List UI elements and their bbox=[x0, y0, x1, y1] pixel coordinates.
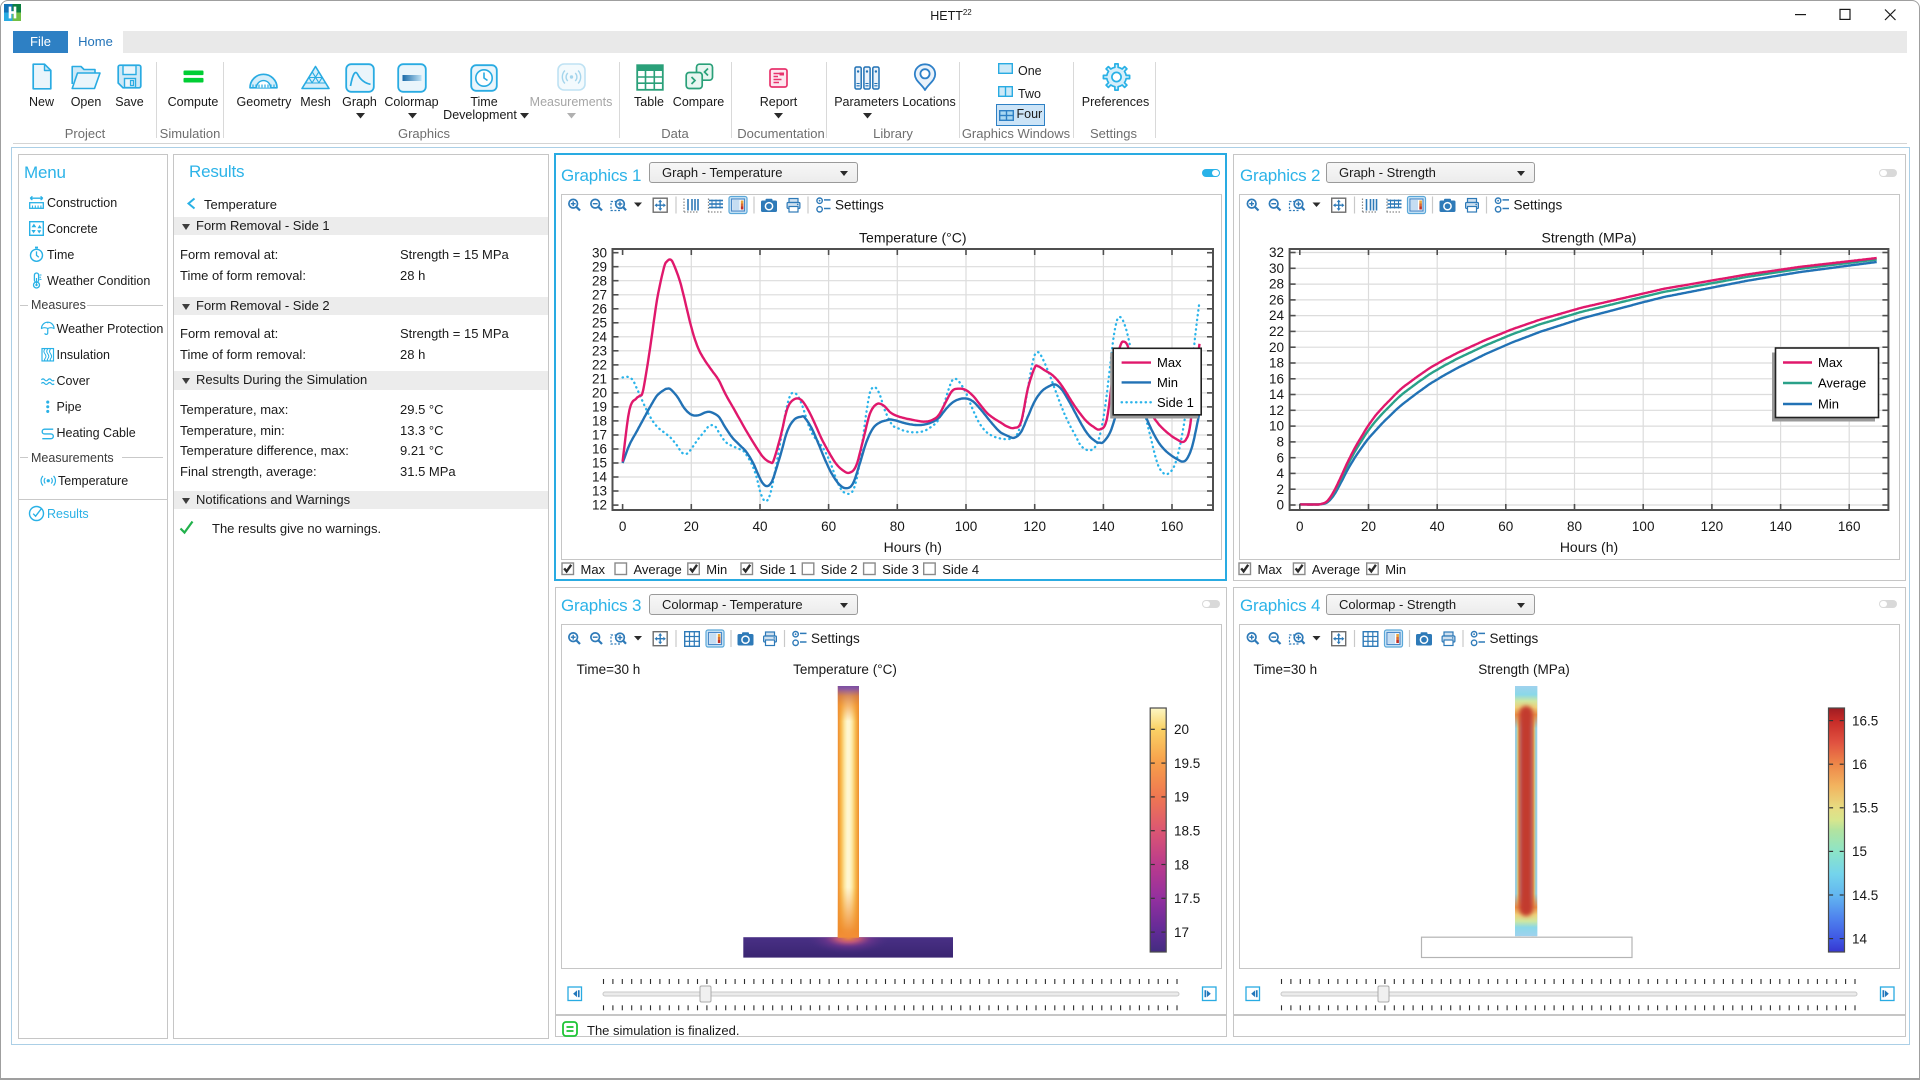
svg-text:2: 2 bbox=[1276, 482, 1284, 497]
svg-text:19.5: 19.5 bbox=[1174, 756, 1200, 771]
svg-text:40: 40 bbox=[752, 519, 767, 534]
svg-text:16.5: 16.5 bbox=[1852, 713, 1878, 728]
svg-text:Max: Max bbox=[1157, 355, 1182, 370]
svg-text:30: 30 bbox=[1269, 261, 1284, 276]
svg-text:Temperature (°C): Temperature (°C) bbox=[793, 662, 897, 677]
svg-text:Side 3: Side 3 bbox=[882, 562, 919, 577]
svg-text:Settings: Settings bbox=[835, 198, 884, 213]
svg-text:Max: Max bbox=[581, 562, 606, 577]
svg-text:140: 140 bbox=[1092, 519, 1115, 534]
svg-text:Strength (MPa): Strength (MPa) bbox=[1542, 230, 1637, 246]
svg-text:27: 27 bbox=[592, 287, 607, 302]
svg-text:Side 1: Side 1 bbox=[1157, 395, 1194, 410]
svg-text:Max: Max bbox=[1258, 562, 1283, 577]
svg-text:12: 12 bbox=[1269, 403, 1284, 418]
svg-text:24: 24 bbox=[1269, 308, 1285, 323]
svg-text:20: 20 bbox=[592, 386, 607, 401]
svg-text:16: 16 bbox=[1852, 757, 1867, 772]
svg-text:17: 17 bbox=[592, 428, 607, 443]
svg-text:23: 23 bbox=[592, 343, 607, 358]
svg-text:100: 100 bbox=[955, 519, 978, 534]
svg-text:14: 14 bbox=[1269, 387, 1285, 402]
svg-text:60: 60 bbox=[821, 519, 836, 534]
svg-text:26: 26 bbox=[1269, 293, 1284, 308]
svg-text:10: 10 bbox=[1269, 419, 1284, 434]
svg-text:120: 120 bbox=[1023, 519, 1046, 534]
svg-text:22: 22 bbox=[1269, 324, 1284, 339]
svg-text:25: 25 bbox=[592, 315, 607, 330]
svg-text:6: 6 bbox=[1276, 450, 1284, 465]
svg-text:0: 0 bbox=[1276, 498, 1284, 513]
svg-text:Time=30 h: Time=30 h bbox=[577, 662, 641, 677]
svg-text:20: 20 bbox=[684, 519, 699, 534]
svg-text:80: 80 bbox=[1567, 519, 1582, 534]
svg-text:18.5: 18.5 bbox=[1174, 824, 1200, 839]
svg-text:Side 1: Side 1 bbox=[760, 562, 797, 577]
svg-text:Max: Max bbox=[1818, 355, 1843, 370]
svg-text:60: 60 bbox=[1498, 519, 1513, 534]
svg-text:Time=30 h: Time=30 h bbox=[1254, 662, 1318, 677]
svg-text:Strength (MPa): Strength (MPa) bbox=[1478, 662, 1570, 677]
svg-text:Hours (h): Hours (h) bbox=[1560, 539, 1618, 555]
svg-text:20: 20 bbox=[1174, 722, 1189, 737]
svg-text:13: 13 bbox=[592, 484, 607, 499]
svg-text:Settings: Settings bbox=[1514, 198, 1563, 213]
svg-text:120: 120 bbox=[1701, 519, 1724, 534]
svg-text:Min: Min bbox=[706, 562, 727, 577]
svg-text:140: 140 bbox=[1769, 519, 1792, 534]
svg-text:15: 15 bbox=[592, 456, 607, 471]
svg-text:17.5: 17.5 bbox=[1174, 891, 1200, 906]
svg-text:4: 4 bbox=[1276, 466, 1284, 481]
svg-text:0: 0 bbox=[1296, 519, 1304, 534]
svg-text:16: 16 bbox=[592, 442, 607, 457]
svg-text:26: 26 bbox=[592, 301, 607, 316]
svg-text:12: 12 bbox=[592, 498, 607, 513]
svg-text:160: 160 bbox=[1161, 519, 1184, 534]
svg-text:28: 28 bbox=[592, 273, 607, 288]
svg-text:Settings: Settings bbox=[1490, 631, 1539, 646]
svg-text:21: 21 bbox=[592, 372, 607, 387]
svg-text:Settings: Settings bbox=[811, 631, 860, 646]
svg-text:20: 20 bbox=[1361, 519, 1376, 534]
svg-text:Min: Min bbox=[1385, 562, 1406, 577]
svg-text:19: 19 bbox=[592, 400, 607, 415]
svg-text:Hours (h): Hours (h) bbox=[884, 539, 942, 555]
svg-text:17: 17 bbox=[1174, 925, 1189, 940]
svg-text:14.5: 14.5 bbox=[1852, 888, 1878, 903]
svg-text:32: 32 bbox=[1269, 245, 1284, 260]
svg-text:18: 18 bbox=[1174, 857, 1189, 872]
svg-text:18: 18 bbox=[1269, 356, 1284, 371]
svg-text:Side 2: Side 2 bbox=[821, 562, 858, 577]
svg-text:Average: Average bbox=[1312, 562, 1360, 577]
svg-text:Min: Min bbox=[1157, 375, 1178, 390]
svg-text:0: 0 bbox=[619, 519, 627, 534]
svg-text:19: 19 bbox=[1174, 790, 1189, 805]
svg-text:30: 30 bbox=[592, 245, 607, 260]
svg-text:24: 24 bbox=[592, 329, 608, 344]
svg-text:Average: Average bbox=[1818, 376, 1866, 391]
svg-text:8: 8 bbox=[1276, 435, 1284, 450]
svg-text:Side 4: Side 4 bbox=[942, 562, 979, 577]
svg-text:14: 14 bbox=[592, 470, 608, 485]
svg-text:29: 29 bbox=[592, 259, 607, 274]
svg-text:16: 16 bbox=[1269, 371, 1284, 386]
svg-text:Temperature (°C): Temperature (°C) bbox=[859, 230, 967, 246]
svg-text:40: 40 bbox=[1430, 519, 1445, 534]
svg-text:22: 22 bbox=[592, 358, 607, 373]
svg-text:160: 160 bbox=[1838, 519, 1861, 534]
svg-text:15: 15 bbox=[1852, 844, 1867, 859]
svg-text:Min: Min bbox=[1818, 397, 1839, 412]
svg-text:15.5: 15.5 bbox=[1852, 801, 1878, 816]
svg-text:80: 80 bbox=[890, 519, 905, 534]
svg-text:Average: Average bbox=[634, 562, 682, 577]
svg-text:28: 28 bbox=[1269, 277, 1284, 292]
svg-text:100: 100 bbox=[1632, 519, 1655, 534]
svg-text:20: 20 bbox=[1269, 340, 1284, 355]
svg-text:18: 18 bbox=[592, 414, 607, 429]
svg-text:14: 14 bbox=[1852, 931, 1868, 946]
